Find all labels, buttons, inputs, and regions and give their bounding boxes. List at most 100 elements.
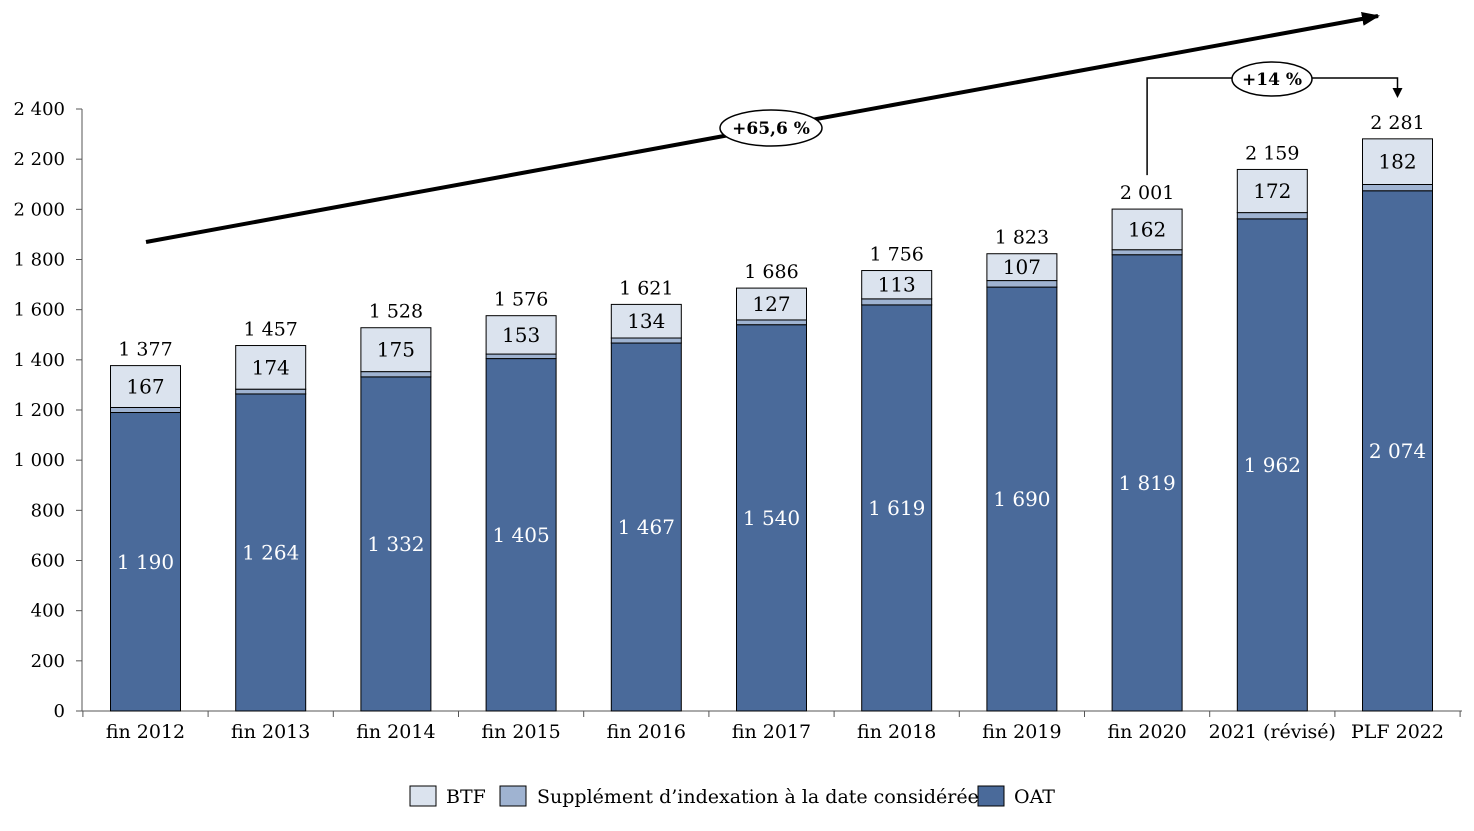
bar-oat [1236, 218, 1308, 712]
legend-supplement-swatch [499, 785, 527, 807]
y-tick-label: 200 [31, 651, 65, 672]
bar-btf [1236, 168, 1308, 214]
x-tick-label: 2021 (révisé) [1209, 721, 1336, 743]
x-tick-label: fin 2014 [356, 721, 435, 743]
bar-btf [986, 253, 1058, 282]
y-tick-label: 800 [31, 500, 65, 521]
btf-value-label: 127 [752, 292, 790, 316]
bar-oat [360, 376, 432, 712]
total-label: 1 823 [995, 227, 1049, 249]
bar-oat [736, 324, 807, 712]
btf-value-label: 162 [1128, 217, 1166, 241]
bar-btf [1111, 208, 1183, 251]
legend-oat-swatch [977, 785, 1005, 807]
total-label: 1 457 [243, 319, 297, 341]
bar-btf [610, 303, 682, 339]
bar-btf [861, 270, 933, 300]
total-label: 1 377 [118, 339, 172, 361]
legend-btf-swatch [409, 785, 437, 807]
bar-btf [360, 327, 432, 373]
y-tick-label: 1 800 [13, 250, 65, 271]
data-labels: 1 190 167 1 377 1 264 174 1 457 1 332 175 1 528 1… [117, 112, 1426, 574]
bar-btf [1362, 138, 1433, 186]
oat-value-label: 1 332 [367, 532, 424, 556]
bar-supplement [861, 298, 933, 306]
total-label: 1 621 [619, 277, 673, 299]
x-tick-label: fin 2019 [982, 721, 1061, 743]
legend-supplement-label: Supplément d’indexation à la date consid… [537, 786, 979, 808]
total-label: 1 756 [869, 244, 923, 266]
bar-supplement [736, 319, 807, 326]
x-tick-label: fin 2015 [481, 721, 560, 743]
total-label: 2 159 [1245, 142, 1299, 164]
y-tick-label: 0 [54, 701, 65, 722]
total-label: 2 001 [1120, 182, 1174, 204]
bar-oat [485, 358, 557, 712]
y-tick-label: 2 000 [13, 199, 65, 220]
btf-value-label: 182 [1378, 150, 1416, 174]
btf-value-label: 175 [377, 338, 415, 362]
bar-btf [736, 287, 807, 321]
growth-ellipse [719, 109, 823, 147]
btf-value-label: 107 [1003, 255, 1041, 279]
x-tick-label: fin 2017 [732, 721, 811, 743]
btf-value-label: 174 [252, 355, 290, 379]
oat-value-label: 1 264 [242, 540, 299, 564]
x-tick-label: PLF 2022 [1351, 721, 1444, 743]
oat-value-label: 1 405 [492, 523, 549, 547]
increase-label: +14 % [1242, 70, 1302, 90]
x-tick-label: fin 2020 [1107, 721, 1186, 743]
bar-oat [861, 304, 933, 712]
bar-btf [485, 315, 557, 355]
y-tick-label: 1 600 [13, 300, 65, 321]
annotations: +65,6 % +14 % [145, 12, 1403, 244]
bar-oat [1111, 254, 1183, 712]
y-tick-label: 1 200 [13, 400, 65, 421]
bar-supplement [235, 388, 307, 395]
growth-label: +65,6 % [732, 119, 810, 139]
y-tick-label: 600 [31, 551, 65, 572]
oat-value-label: 1 690 [993, 487, 1050, 511]
total-label: 1 576 [494, 289, 548, 311]
x-tick-label: fin 2013 [231, 721, 310, 743]
btf-value-label: 153 [502, 323, 540, 347]
bar-supplement [1111, 249, 1183, 256]
bar-supplement [610, 337, 682, 344]
oat-value-label: 1 619 [868, 496, 925, 520]
bar-supplement [485, 353, 557, 360]
y-tick-label: 2 200 [13, 149, 65, 170]
legend: BTF Supplément d’indexation à la date con… [409, 785, 1055, 808]
bar-btf [235, 345, 307, 390]
bar-oat [1362, 190, 1433, 712]
y-tick-label: 2 400 [13, 99, 65, 120]
bar-oat [110, 412, 181, 712]
bar-oat [235, 393, 307, 712]
y-tick-label: 400 [31, 601, 65, 622]
y-tick-label: 1 000 [13, 450, 65, 471]
btf-value-label: 134 [627, 309, 665, 333]
bars [110, 138, 1433, 712]
y-tick-label: 1 400 [13, 350, 65, 371]
oat-value-label: 1 467 [618, 515, 675, 539]
bar-oat [986, 286, 1058, 712]
x-tick-label: fin 2012 [106, 721, 185, 743]
bar-supplement [1362, 184, 1433, 192]
btf-value-label: 167 [126, 375, 164, 399]
bar-supplement [986, 280, 1058, 288]
total-label: 2 281 [1370, 112, 1424, 134]
total-label: 1 528 [369, 301, 423, 323]
bar-oat [610, 342, 682, 712]
btf-value-label: 172 [1253, 179, 1291, 203]
bar-supplement [110, 406, 181, 414]
legend-btf-label: BTF [446, 786, 486, 808]
oat-value-label: 1 190 [117, 550, 174, 574]
oat-value-label: 1 819 [1118, 471, 1175, 495]
increase-ellipse [1231, 61, 1313, 97]
bar-btf [110, 365, 181, 408]
total-label: 1 686 [744, 261, 798, 283]
oat-value-label: 1 540 [743, 506, 800, 530]
x-tick-label: fin 2016 [607, 721, 686, 743]
oat-value-label: 1 962 [1244, 453, 1301, 477]
legend-oat-label: OAT [1014, 786, 1055, 808]
